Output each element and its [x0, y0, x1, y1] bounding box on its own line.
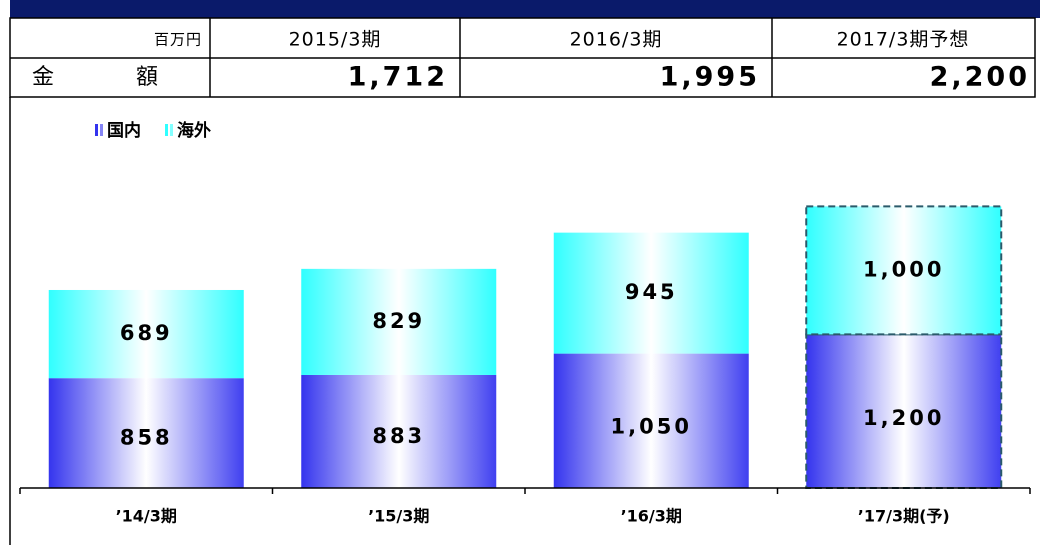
- value-label: 689: [120, 321, 173, 345]
- table-header: 2017/3期予想: [837, 29, 970, 51]
- value-label: 1,000: [863, 257, 944, 281]
- legend-swatch: [100, 124, 103, 136]
- x-tick-label: ’16/3期: [621, 507, 682, 526]
- bar: [48, 289, 244, 379]
- value-label: 1,050: [611, 415, 692, 439]
- table-header: 百万円: [154, 31, 202, 49]
- bar: [301, 374, 497, 488]
- bar: [48, 378, 244, 488]
- legend-swatch: [165, 124, 168, 136]
- table-header: 2015/3期: [289, 29, 382, 51]
- value-label: 1,200: [863, 406, 944, 430]
- x-tick-label: ’15/3期: [368, 507, 429, 526]
- value-label: 883: [372, 424, 425, 448]
- bar: [553, 353, 749, 488]
- legend-label: 国内: [107, 120, 141, 141]
- bar: [301, 268, 497, 375]
- table-cell: 2,200: [930, 62, 1030, 93]
- x-tick-label: ’14/3期: [116, 507, 177, 526]
- bar: [553, 232, 749, 354]
- legend-swatch: [95, 124, 98, 136]
- value-label: 945: [625, 280, 678, 304]
- value-label: 829: [372, 309, 425, 333]
- x-tick-label: ’17/3期(予): [858, 507, 950, 526]
- table-header: 2016/3期: [570, 29, 663, 51]
- bar: [805, 205, 1003, 336]
- table-grid: [9, 17, 1036, 545]
- legend-label: 海外: [177, 120, 211, 141]
- table-cell: 1,995: [660, 62, 760, 93]
- header-bar: [10, 0, 1040, 18]
- bar: [805, 333, 1003, 489]
- table-cell: 1,712: [348, 62, 448, 93]
- value-label: 858: [120, 426, 173, 450]
- legend-swatch: [170, 124, 173, 136]
- table-row-label: 金 額: [32, 65, 188, 90]
